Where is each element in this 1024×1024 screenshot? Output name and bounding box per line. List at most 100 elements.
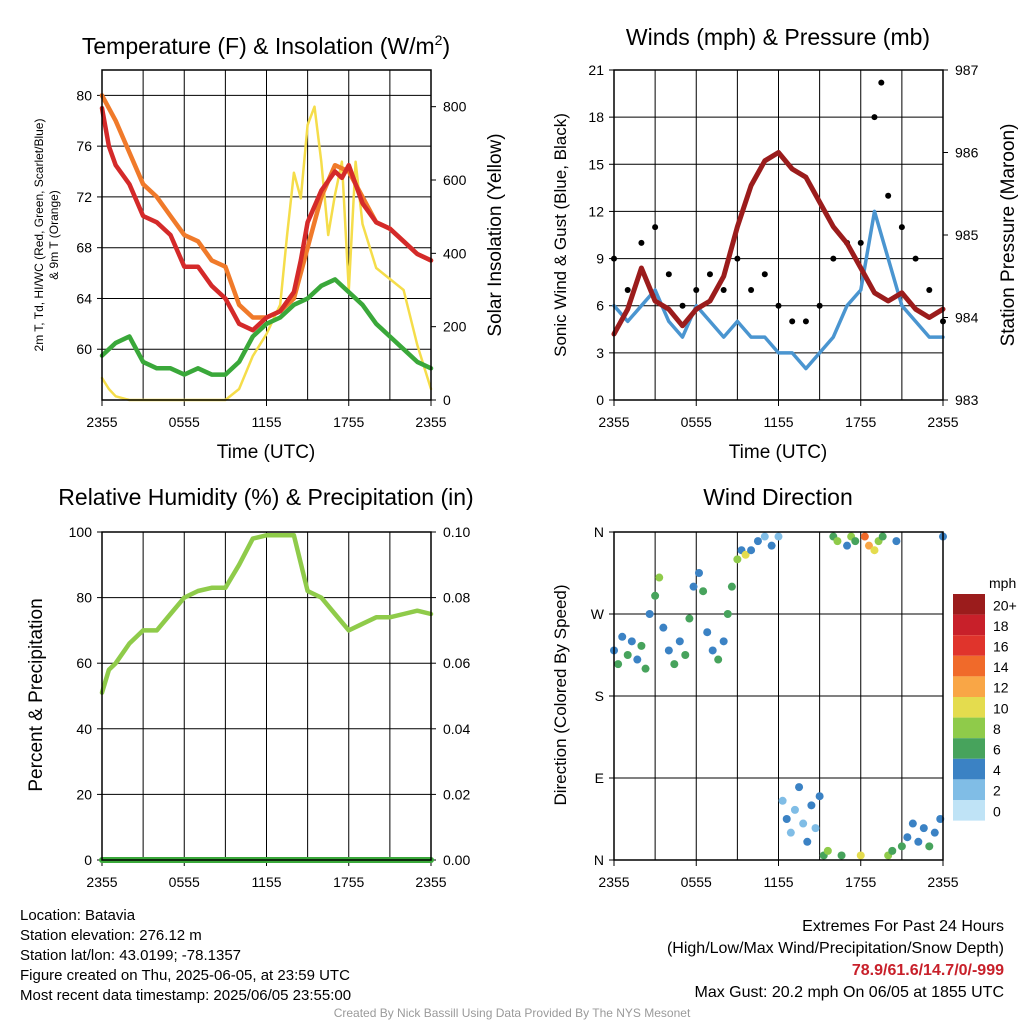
wind-xlabel: Time (UTC) bbox=[729, 442, 828, 463]
rh-ytick-label: 100 bbox=[69, 524, 93, 540]
wind-y2tick-label: 984 bbox=[955, 310, 979, 326]
direction-point bbox=[664, 646, 673, 655]
wind-ylabel: Sonic Wind & Gust (Blue, Black) bbox=[551, 113, 570, 357]
dir-ytick-label: N bbox=[594, 524, 604, 540]
dir-xtick-label: 1155 bbox=[763, 874, 793, 890]
temperature-xlabel: Time (UTC) bbox=[217, 442, 316, 463]
rh-xtick-label: 0555 bbox=[169, 874, 200, 890]
direction-point bbox=[719, 637, 728, 646]
legend-swatch bbox=[953, 800, 985, 821]
temperature-title: Temperature (F) & Insolation (W/m2) bbox=[82, 32, 450, 59]
wind-xtick-label: 0555 bbox=[681, 414, 712, 430]
extremes-legend: (High/Low/Max Wind/Precipitation/Snow De… bbox=[666, 940, 1004, 957]
direction-point bbox=[870, 546, 879, 555]
temp-2m-line bbox=[99, 105, 434, 333]
wind-xtick-label: 1155 bbox=[763, 414, 793, 430]
gust-point bbox=[816, 302, 823, 309]
direction-point bbox=[888, 846, 897, 855]
temp-xtick-label: 0555 bbox=[169, 414, 200, 430]
direction-point bbox=[919, 824, 928, 833]
rh-ytick-label: 0 bbox=[84, 852, 92, 868]
temp-ytick-label: 60 bbox=[76, 341, 92, 357]
direction-point bbox=[799, 819, 808, 828]
gust-point bbox=[802, 318, 809, 325]
wind-ytick-label: 21 bbox=[588, 62, 604, 78]
dir-xtick-label: 0555 bbox=[681, 874, 712, 890]
station-info: Location: Batavia Station elevation: 276… bbox=[20, 906, 351, 1006]
direction-point bbox=[908, 819, 917, 828]
rh-y2tick-label: 0.00 bbox=[443, 852, 470, 868]
direction-point bbox=[645, 610, 654, 618]
temp-plot-frame bbox=[101, 69, 432, 401]
temp-xtick-label: 1155 bbox=[251, 414, 281, 430]
gust-point bbox=[878, 79, 885, 86]
legend-swatch bbox=[953, 697, 985, 718]
direction-point bbox=[727, 582, 736, 591]
rh-y2tick-label: 0.10 bbox=[443, 524, 470, 540]
temp-y2tick-label: 200 bbox=[443, 319, 467, 335]
direction-point bbox=[689, 582, 698, 591]
rh-ytick-label: 20 bbox=[76, 786, 92, 802]
wind-ytick-label: 9 bbox=[596, 251, 604, 267]
direction-point bbox=[795, 783, 804, 792]
location-text: Location: Batavia bbox=[20, 907, 136, 924]
rh-y2tick-label: 0.06 bbox=[443, 655, 470, 671]
direction-point bbox=[623, 651, 632, 659]
gust-point bbox=[679, 302, 686, 309]
wind-grid bbox=[614, 69, 943, 401]
direction-point bbox=[675, 637, 684, 646]
wind-y2tick-label: 987 bbox=[955, 62, 979, 78]
direction-point bbox=[627, 637, 636, 646]
wind-panel: Winds (mph) & Pressure (mb) Time (UTC) S… bbox=[551, 24, 1019, 463]
humidity-panel: Relative Humidity (%) & Precipitation (i… bbox=[26, 484, 474, 890]
wind-direction-ylabel: Direction (Colored By Speed) bbox=[551, 584, 570, 805]
humidity-ylabel: Percent & Precipitation bbox=[26, 598, 47, 791]
direction-point bbox=[753, 537, 762, 546]
temperature-ylabel: 2m T, Td, HI/WC (Red, Green, Scarlet/Blu… bbox=[32, 119, 61, 352]
gust-point bbox=[734, 255, 741, 262]
direction-point bbox=[655, 573, 664, 582]
humidity-title: Relative Humidity (%) & Precipitation (i… bbox=[58, 484, 473, 510]
direction-point bbox=[618, 632, 627, 641]
gust-point bbox=[720, 287, 727, 293]
temp-ytick-label: 72 bbox=[76, 189, 92, 205]
direction-point bbox=[803, 837, 812, 846]
direction-point bbox=[851, 537, 860, 546]
legend-swatch bbox=[953, 779, 985, 800]
rh-y2tick-label: 0.08 bbox=[443, 590, 470, 606]
credit-text: Created By Nick Bassill Using Data Provi… bbox=[333, 1006, 691, 1020]
direction-point bbox=[807, 801, 816, 810]
wind-speed-line bbox=[612, 209, 945, 371]
wind-direction-title: Wind Direction bbox=[703, 484, 853, 510]
direction-point bbox=[790, 805, 799, 814]
gust-point bbox=[857, 239, 864, 246]
legend-label: 4 bbox=[993, 762, 1001, 778]
direction-point bbox=[778, 796, 787, 805]
gust-point bbox=[665, 271, 672, 278]
direction-point bbox=[659, 623, 668, 632]
direction-point bbox=[741, 550, 750, 559]
wind-ytick-label: 12 bbox=[588, 203, 604, 219]
direction-point bbox=[633, 655, 642, 664]
direction-point bbox=[685, 614, 694, 623]
rh-y2tick-label: 0.04 bbox=[443, 721, 470, 737]
direction-point bbox=[670, 660, 679, 669]
direction-point bbox=[860, 532, 869, 541]
gust-point bbox=[912, 255, 919, 262]
legend-swatch bbox=[953, 738, 985, 759]
direction-point bbox=[733, 555, 742, 564]
wind-xtick-label: 2355 bbox=[927, 414, 958, 430]
temperature-panel: Temperature (F) & Insolation (W/m2) Time… bbox=[32, 32, 506, 463]
gust-point bbox=[652, 224, 659, 231]
speed-legend-title: mph bbox=[989, 575, 1016, 591]
extremes-title: Extremes For Past 24 Hours bbox=[802, 918, 1004, 935]
legend-swatch bbox=[953, 635, 985, 656]
temp-y2tick-label: 0 bbox=[443, 392, 451, 408]
direction-point bbox=[856, 851, 865, 860]
gust-point bbox=[624, 287, 631, 293]
gust-point bbox=[885, 192, 892, 199]
direction-point bbox=[925, 842, 934, 851]
rh-y2tick-label: 0.02 bbox=[443, 786, 470, 802]
legend-label: 10 bbox=[993, 700, 1009, 716]
